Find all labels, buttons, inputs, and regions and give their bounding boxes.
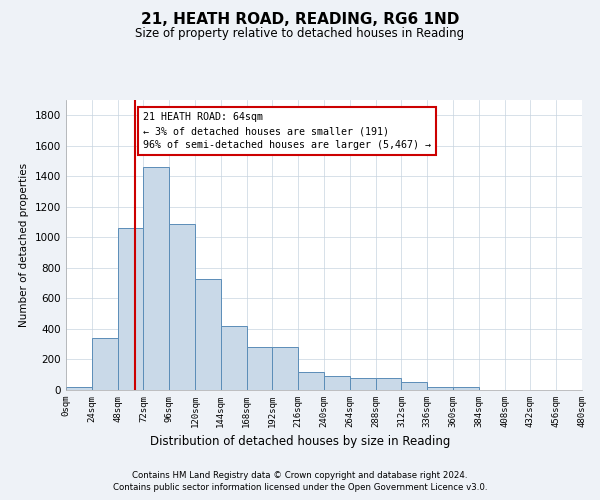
Y-axis label: Number of detached properties: Number of detached properties: [19, 163, 29, 327]
Bar: [143, 167, 169, 390]
Bar: [118, 228, 143, 390]
Bar: [272, 348, 298, 390]
Bar: [92, 338, 118, 390]
Bar: [401, 382, 427, 390]
Bar: [169, 224, 195, 390]
Bar: [247, 348, 272, 390]
Bar: [221, 326, 247, 390]
Text: 21, HEATH ROAD, READING, RG6 1ND: 21, HEATH ROAD, READING, RG6 1ND: [141, 12, 459, 28]
Text: Size of property relative to detached houses in Reading: Size of property relative to detached ho…: [136, 28, 464, 40]
Bar: [66, 387, 92, 390]
Text: Distribution of detached houses by size in Reading: Distribution of detached houses by size …: [150, 435, 450, 448]
Bar: [298, 372, 324, 390]
Text: 21 HEATH ROAD: 64sqm
← 3% of detached houses are smaller (191)
96% of semi-detac: 21 HEATH ROAD: 64sqm ← 3% of detached ho…: [143, 112, 431, 150]
Bar: [195, 278, 221, 390]
Bar: [324, 376, 350, 390]
Text: Contains HM Land Registry data © Crown copyright and database right 2024.: Contains HM Land Registry data © Crown c…: [132, 471, 468, 480]
Bar: [376, 378, 401, 390]
Bar: [453, 387, 479, 390]
Text: Contains public sector information licensed under the Open Government Licence v3: Contains public sector information licen…: [113, 484, 487, 492]
Bar: [350, 378, 376, 390]
Bar: [427, 387, 453, 390]
